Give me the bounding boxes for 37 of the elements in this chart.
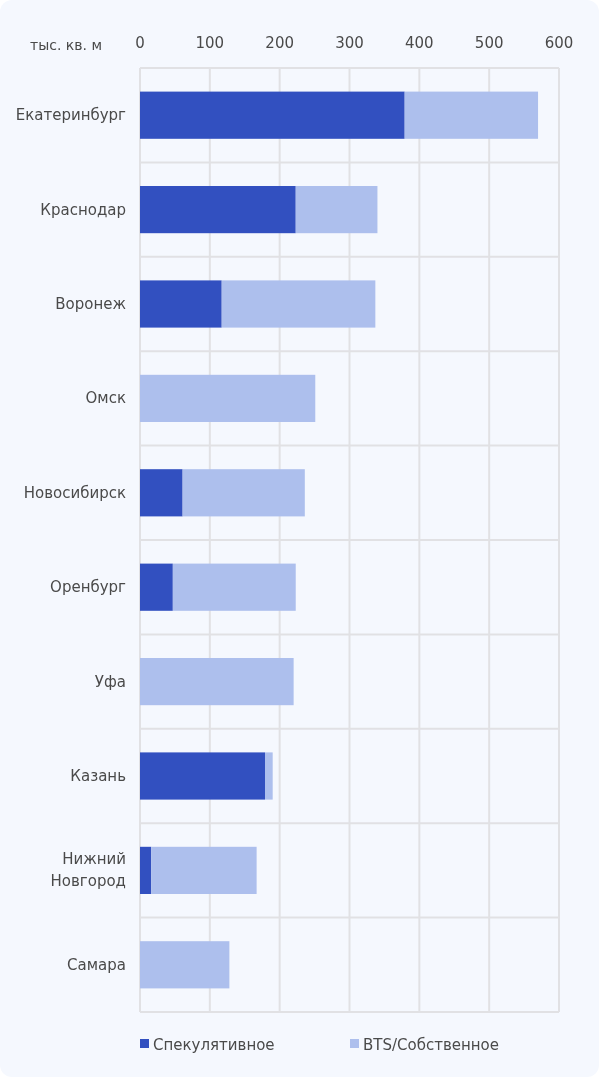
y-tick-label: Екатеринбург bbox=[15, 105, 127, 124]
y-tick-label: Новосибирск bbox=[23, 483, 126, 502]
bar bbox=[140, 941, 230, 989]
bar bbox=[140, 374, 316, 422]
x-tick-label: 200 bbox=[265, 34, 294, 52]
bar bbox=[140, 563, 173, 611]
bar bbox=[221, 280, 376, 328]
bar bbox=[265, 752, 273, 800]
x-axis-title: тыс. кв. м bbox=[30, 37, 102, 53]
bar bbox=[140, 658, 294, 706]
y-tick-label: Уфа bbox=[94, 672, 126, 691]
bar bbox=[140, 469, 183, 517]
y-tick-label: Краснодар bbox=[40, 200, 126, 219]
y-tick-label: Самара bbox=[67, 955, 126, 974]
bar bbox=[182, 469, 305, 517]
legend-label: Спекулятивное bbox=[153, 1035, 275, 1054]
bar bbox=[404, 91, 539, 139]
bar bbox=[151, 846, 257, 894]
x-tick-label: 600 bbox=[544, 34, 574, 52]
bar bbox=[172, 563, 296, 611]
x-tick-label: 100 bbox=[195, 34, 225, 52]
x-tick-label: 0 bbox=[135, 34, 145, 52]
x-tick-label: 500 bbox=[474, 34, 504, 52]
x-tick-label: 300 bbox=[335, 34, 364, 52]
bar bbox=[295, 186, 378, 234]
bar bbox=[140, 752, 265, 800]
bar bbox=[140, 186, 296, 234]
y-tick-label: Омск bbox=[85, 388, 126, 407]
y-tick-label: Нижний Новгород bbox=[50, 849, 126, 890]
y-tick-label: Казань bbox=[70, 766, 126, 785]
x-tick-label: 400 bbox=[405, 34, 434, 52]
legend-label: BTS/Собственное bbox=[363, 1035, 500, 1054]
bar bbox=[140, 280, 222, 328]
y-tick-label: Воронеж bbox=[55, 294, 126, 313]
bar bbox=[140, 846, 152, 894]
y-tick-label: Оренбург bbox=[50, 577, 127, 596]
bar bbox=[140, 91, 405, 139]
